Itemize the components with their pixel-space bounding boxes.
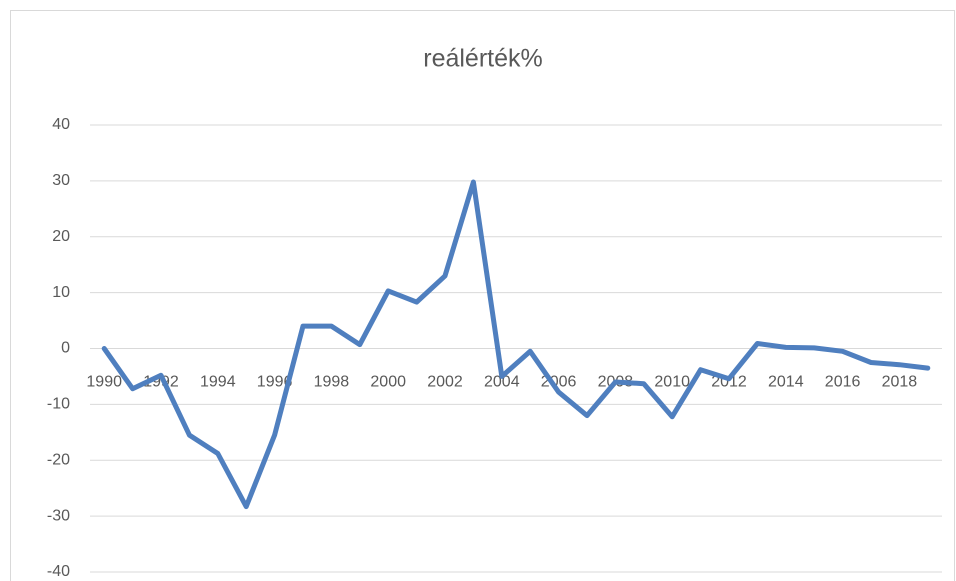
y-tick-label: 30 <box>52 172 70 189</box>
x-tick-label: 2016 <box>825 374 861 391</box>
data-line <box>101 179 931 510</box>
x-tick-label: 2018 <box>882 374 918 391</box>
x-tick-label: 1998 <box>314 374 350 391</box>
x-tick-label: 1994 <box>200 374 236 391</box>
x-tick-label: 2002 <box>427 374 463 391</box>
x-tick-label: 2004 <box>484 374 520 391</box>
y-tick-label: -30 <box>47 507 70 524</box>
chart-area <box>10 10 955 581</box>
x-tick-label: 1996 <box>257 374 293 391</box>
y-tick-label: -20 <box>47 451 70 468</box>
y-tick-label: 0 <box>61 340 70 357</box>
x-tick-label: 1990 <box>86 374 122 391</box>
y-tick-label: 40 <box>52 116 70 133</box>
chart-title: reálérték% <box>423 45 543 73</box>
x-tick-label: 2010 <box>654 374 690 391</box>
y-tick-label: 20 <box>52 228 70 245</box>
y-tick-label: -10 <box>47 396 70 413</box>
x-tick-label: 2000 <box>370 374 406 391</box>
y-tick-label: 10 <box>52 284 70 301</box>
y-tick-label: -40 <box>47 563 70 580</box>
x-tick-label: 2014 <box>768 374 804 391</box>
